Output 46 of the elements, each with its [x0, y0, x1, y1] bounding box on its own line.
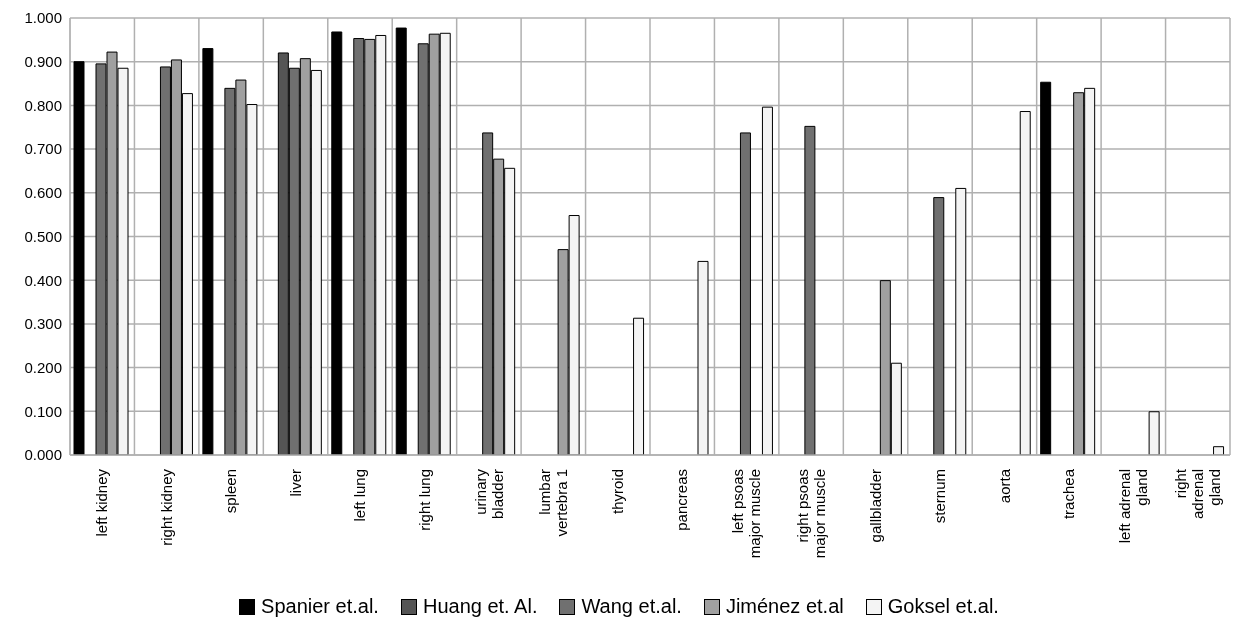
bar — [1019, 111, 1031, 455]
y-tick-label: 0.900 — [24, 53, 62, 71]
y-tick-label: 0.700 — [24, 140, 62, 158]
x-tick-label: sternum — [931, 469, 949, 524]
x-tick-label: spleen — [222, 469, 240, 514]
x-tick-label: urinary bladder — [471, 468, 506, 520]
bar — [73, 61, 85, 455]
y-tick-label: 0.000 — [24, 446, 62, 464]
x-tick-label: aorta — [995, 468, 1013, 504]
x-tick-label: right adrenal gland — [1172, 468, 1224, 520]
bar — [1148, 411, 1160, 455]
x-tick-label: right kidney — [157, 468, 175, 546]
bar — [933, 197, 945, 455]
bar — [1040, 81, 1052, 455]
x-tick-label: left kidney — [93, 468, 111, 537]
y-tick-label: 0.500 — [24, 227, 62, 245]
x-tick-label: left lung — [351, 469, 369, 522]
bar — [633, 317, 645, 455]
y-tick-label: 0.600 — [24, 184, 62, 202]
legend-label: Huang et. Al. — [422, 595, 538, 618]
legend-label: Spanier et.al. — [261, 595, 379, 618]
y-tick-label: 0.800 — [24, 96, 62, 114]
bar — [1213, 446, 1225, 455]
y-tick-label: 0.200 — [24, 358, 62, 376]
x-tick-label: thyroid — [609, 469, 627, 515]
legend-label: Goksel et.al. — [887, 595, 999, 618]
bar — [202, 48, 214, 455]
legend-label: Wang et.al. — [581, 595, 682, 618]
bar — [955, 187, 967, 455]
x-tick-label: liver — [286, 469, 304, 497]
x-tick-label: right lung — [415, 469, 433, 531]
y-tick-label: 0.300 — [24, 315, 62, 333]
x-tick-label: pancreas — [673, 469, 691, 531]
y-tick-label: 1.000 — [24, 9, 62, 27]
x-tick-label: left adrenal gland — [1116, 469, 1151, 544]
legend-label: Jiménez et.al — [725, 595, 844, 618]
bar — [331, 31, 343, 455]
bar — [697, 260, 709, 455]
y-tick-label: 0.100 — [24, 402, 62, 420]
x-tick-label: trachea — [1060, 468, 1078, 520]
bar — [761, 106, 773, 455]
bar — [804, 125, 816, 455]
bar — [395, 27, 407, 455]
y-tick-label: 0.400 — [24, 271, 62, 289]
x-tick-label: gallbladder — [866, 469, 884, 543]
bar — [739, 132, 751, 455]
